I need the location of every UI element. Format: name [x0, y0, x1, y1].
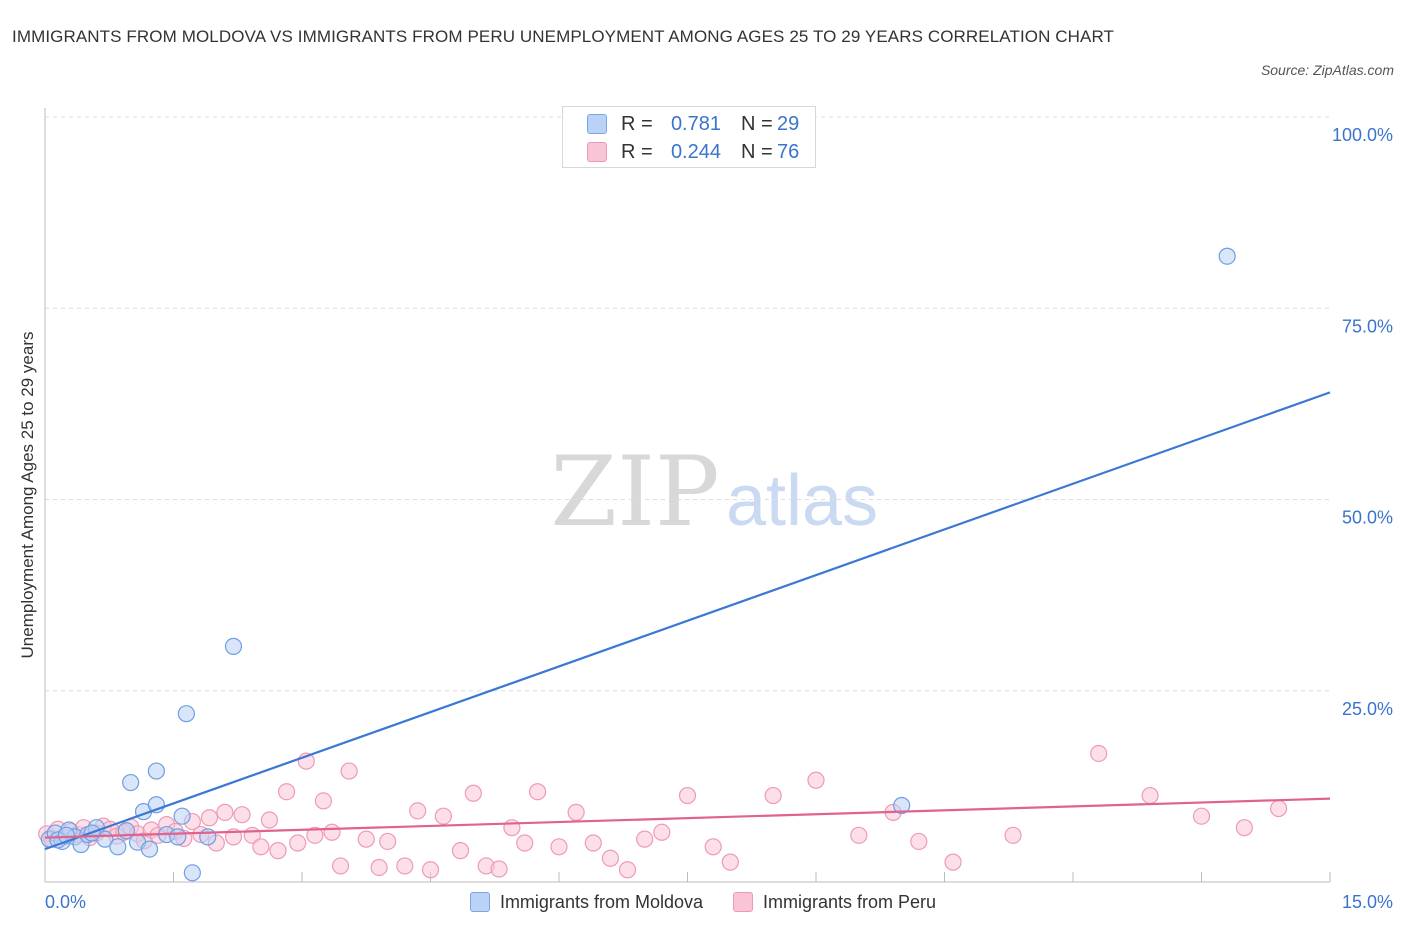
peru-point [807, 771, 825, 789]
peru-point [721, 853, 739, 871]
peru-point [409, 802, 427, 820]
n-label: N = [741, 112, 773, 135]
moldova-point [122, 773, 140, 792]
y-axis-label: Unemployment Among Ages 25 to 29 years [18, 332, 37, 659]
peru-point [516, 834, 534, 852]
peru-point [277, 783, 296, 801]
peru-point [653, 823, 671, 841]
y-tick-label: 75.0% [1342, 316, 1393, 336]
peru-point [910, 832, 928, 851]
peru-point [269, 842, 287, 860]
peru-point [1141, 786, 1159, 805]
moldova-point [1218, 247, 1236, 265]
stats-row-peru: R = 0.244 N = 76 [587, 138, 799, 166]
moldova-swatch [587, 114, 607, 134]
watermark-atlas: atlas [726, 461, 878, 541]
y-tick-label: 50.0% [1342, 508, 1393, 528]
peru-point [306, 826, 324, 844]
peru-point [421, 861, 440, 879]
legend-label-peru: Immigrants from Peru [763, 891, 937, 912]
x-tick-label-max: 15.0% [1342, 892, 1393, 912]
y-tick-label: 25.0% [1342, 699, 1393, 719]
chart-title: IMMIGRANTS FROM MOLDOVA VS IMMIGRANTS FR… [12, 27, 1115, 46]
legend-swatch-peru [733, 892, 753, 912]
grid-lines [45, 116, 1330, 692]
moldova-point [173, 807, 191, 825]
peru-point [636, 830, 654, 848]
r-label: R = [621, 140, 653, 163]
peru-point [1192, 807, 1211, 825]
moldova-point [109, 838, 127, 856]
peru-point [434, 807, 452, 825]
peru-point [379, 832, 397, 851]
peru-point [550, 838, 568, 856]
moldova-point [893, 796, 911, 815]
trend-lines [44, 391, 1331, 851]
y-tick-label: 100.0% [1332, 125, 1393, 145]
peru-point [396, 857, 414, 875]
moldova-point [147, 762, 165, 780]
peru-point [944, 853, 962, 871]
r-value: 0.781 [670, 112, 721, 135]
peru-swatch [587, 142, 607, 162]
r-value: 0.244 [670, 140, 721, 163]
moldova-point [199, 828, 217, 846]
n-label: N = [741, 140, 773, 163]
peru-point [370, 858, 388, 877]
moldova-point [169, 828, 187, 846]
stats-legend: R = 0.781 N = 29 R = 0.244 N = 76 [562, 106, 816, 168]
r-label: R = [621, 112, 653, 135]
peru-point [451, 842, 470, 860]
watermark-zip: ZIP [550, 436, 719, 548]
y-tick-labels: 25.0% 50.0% 75.0% 100.0% [1332, 125, 1393, 719]
peru-point [331, 857, 350, 875]
peru-point [764, 786, 782, 805]
moldova-point [177, 705, 195, 723]
source-label: Source: ZipAtlas.com [1260, 62, 1394, 78]
peru-point [1235, 819, 1253, 837]
n-value: 29 [777, 112, 800, 135]
moldova-point [140, 840, 159, 858]
moldova-trend-line [44, 391, 1331, 851]
peru-point [584, 834, 602, 852]
peru-point [357, 830, 375, 848]
peru-point [567, 803, 585, 821]
peru-point [1090, 744, 1108, 763]
peru-point [601, 849, 620, 867]
legend-item-peru[interactable]: Immigrants from Peru [733, 892, 936, 913]
peru-trend-line [44, 797, 1331, 839]
peru-point [490, 860, 508, 878]
peru-point [216, 803, 234, 821]
moldova-point [224, 637, 243, 655]
moldova-point [183, 864, 201, 882]
x-ticks [44, 872, 1331, 882]
peru-point [503, 819, 521, 837]
peru-point [850, 826, 868, 844]
peru-point [260, 811, 279, 829]
peru-point [314, 792, 333, 810]
peru-point [323, 823, 341, 841]
peru-point [464, 784, 482, 802]
peru-point [618, 861, 637, 879]
peru-point [1004, 826, 1022, 844]
peru-point [1269, 799, 1288, 818]
legend-swatch-moldova [469, 892, 490, 912]
series-peru-points [38, 744, 1288, 879]
peru-point [340, 762, 358, 780]
peru-point [233, 806, 251, 824]
stats-row-moldova: R = 0.781 N = 29 [587, 110, 799, 138]
series-legend: Immigrants from Moldova Immigrants from … [0, 888, 1406, 916]
legend-label-moldova: Immigrants from Moldova [499, 891, 703, 912]
watermark: ZIP atlas [550, 436, 878, 548]
peru-point [200, 809, 219, 827]
peru-point [289, 834, 307, 852]
n-value: 76 [777, 140, 800, 163]
peru-point [678, 786, 697, 805]
peru-point [528, 783, 547, 801]
x-tick-label-min: 0.0% [45, 892, 86, 912]
peru-point [704, 838, 722, 856]
peru-point [252, 838, 270, 856]
legend-item-moldova[interactable]: Immigrants from Moldova [469, 891, 703, 913]
